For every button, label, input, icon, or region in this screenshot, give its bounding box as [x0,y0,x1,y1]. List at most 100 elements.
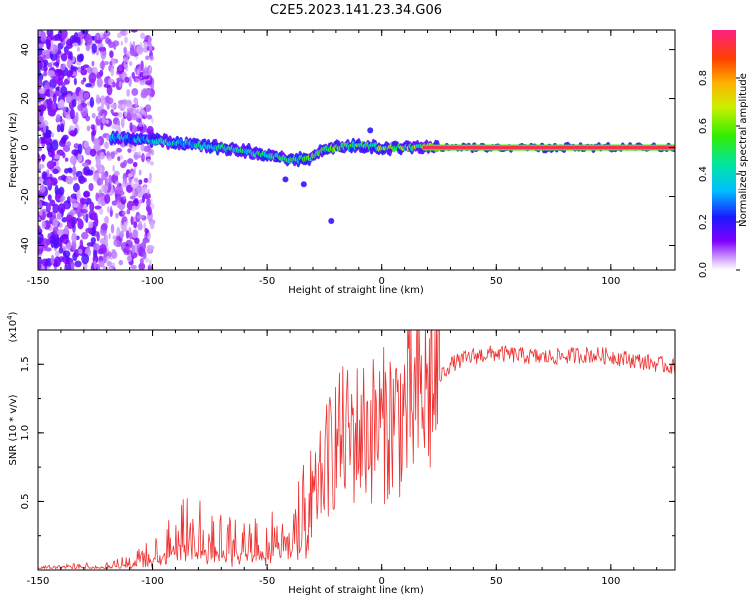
spectrogram-cell [83,191,90,198]
spectrogram-cell [49,87,54,98]
spectrogram-cell [148,95,152,102]
spectrogram-cell [40,30,46,42]
spectrogram-cell [81,253,90,265]
spectrogram-cell [61,174,66,181]
spectrogram-cell [43,129,52,139]
spectrogram-cell [85,227,93,234]
y-tick-label: -40 [20,237,31,253]
spectrogram-cell [125,230,130,239]
spectrogram-cell [136,185,142,193]
spectrogram-cell [138,262,146,270]
spectrogram-cell [53,256,61,267]
spectrogram-cell [115,185,123,195]
spectrogram-cell [71,149,80,156]
spectrogram-cell [67,168,73,174]
spectrogram-cell [78,218,83,227]
spectrogram-cell [139,257,144,265]
spectrogram-cell [128,250,132,258]
spectrogram-cell [116,226,121,237]
spectrogram-cell [60,53,68,62]
spectrogram-cell [151,117,154,124]
spectrogram-cell [66,38,74,50]
spectrogram-cell [145,55,150,61]
spectrogram-cell [61,30,68,39]
spectrogram-cell [60,64,66,71]
spectrogram-x-label: Height of straight line (km) [288,285,424,296]
spectrogram-cell [110,223,115,234]
spectrogram-cell [58,247,64,254]
spectrogram-cell [69,129,76,137]
spectrogram-cell [93,66,98,73]
spectrogram-cell [116,119,121,127]
spectrogram-cell [75,95,80,102]
spectrogram-cell [99,166,103,173]
spectrogram-cell [41,49,49,56]
snr-frame [37,329,676,571]
spectrogram-cell [38,138,42,144]
spectrogram-cell [120,40,123,46]
spectrogram-panel: -150 -100 -50 0 50 100 -40 -20 0 20 40 Height of … [8,29,676,296]
spectrogram-cell [126,184,133,193]
spectrogram-cell [300,181,307,188]
spectrogram-cell [100,49,107,60]
spectrogram-cell [46,39,51,50]
spectrogram-cell [44,247,52,252]
spectrogram-cell [58,70,65,81]
spectrogram-cell [89,148,97,157]
spectrogram-cell [103,217,108,223]
spectrogram-cell [144,104,152,113]
spectrogram-cell [39,184,46,193]
spectrogram-cell [72,182,80,193]
spectrogram-cell [38,120,45,128]
spectrogram-cell [70,64,74,76]
snr-panel: -150 -100 -50 0 50 100 0.5 1.0 1.5 Height of st… [6,311,676,596]
spectrogram-cell [101,117,106,124]
x-tick-label: 100 [601,576,620,587]
spectrogram-cell [143,67,149,77]
spectrogram-cell [131,71,136,79]
spectrogram-cell [46,178,52,187]
spectrogram-cell [147,177,152,184]
spectrogram-cell [100,98,105,109]
spectrogram-cell [125,30,128,35]
spectrogram-cell [103,233,106,241]
spectrogram-cell [64,168,69,174]
spectrogram-cell [90,213,96,221]
spectrogram-x-axis: -150 -100 -50 0 50 100 [27,30,658,287]
spectrogram-cell [46,212,51,218]
spectrogram-cell [38,43,44,48]
spectrogram-cell [52,103,57,110]
colorbar: 0.0 0.2 0.4 0.6 0.8 Normalized spectral ampl… [698,30,749,278]
spectrogram-cell [56,212,62,220]
x-tick-label: 50 [490,276,503,287]
spectrogram-cell [52,217,59,228]
snr-y-axis: 0.5 1.0 1.5 [20,329,675,537]
spectrogram-cell [66,141,72,147]
spectrogram-cell [49,39,54,51]
spectrogram-cell [147,88,150,96]
spectrogram-cell [109,205,113,212]
spectrogram-cell [132,161,138,168]
spectrogram-cell [127,173,133,178]
spectrogram-cell [134,237,140,245]
colorbar-tick-label: 0.2 [698,214,709,230]
spectrogram-cell [93,260,97,270]
spectrogram-cell [96,177,104,186]
spectrogram-cell [65,175,74,185]
spectrogram-cell [126,50,130,58]
spectrogram-cell [66,242,72,251]
spectrogram-cell [59,99,65,109]
spectrogram-cell [58,186,65,196]
spectrogram-cell [130,216,134,226]
spectrogram-cell [42,71,48,77]
spectrogram-cell [136,214,144,219]
spectrogram-cell [123,60,126,68]
spectrogram-cell [80,68,88,76]
spectrogram-cell [149,55,155,61]
snr-scale-label: (x104) [6,311,19,342]
spectrogram-cell [73,77,77,86]
spectrogram-cell [124,76,130,83]
spectrogram-cell [126,209,131,215]
spectrogram-cell [72,202,79,208]
y-tick-label: 1.0 [20,425,31,441]
